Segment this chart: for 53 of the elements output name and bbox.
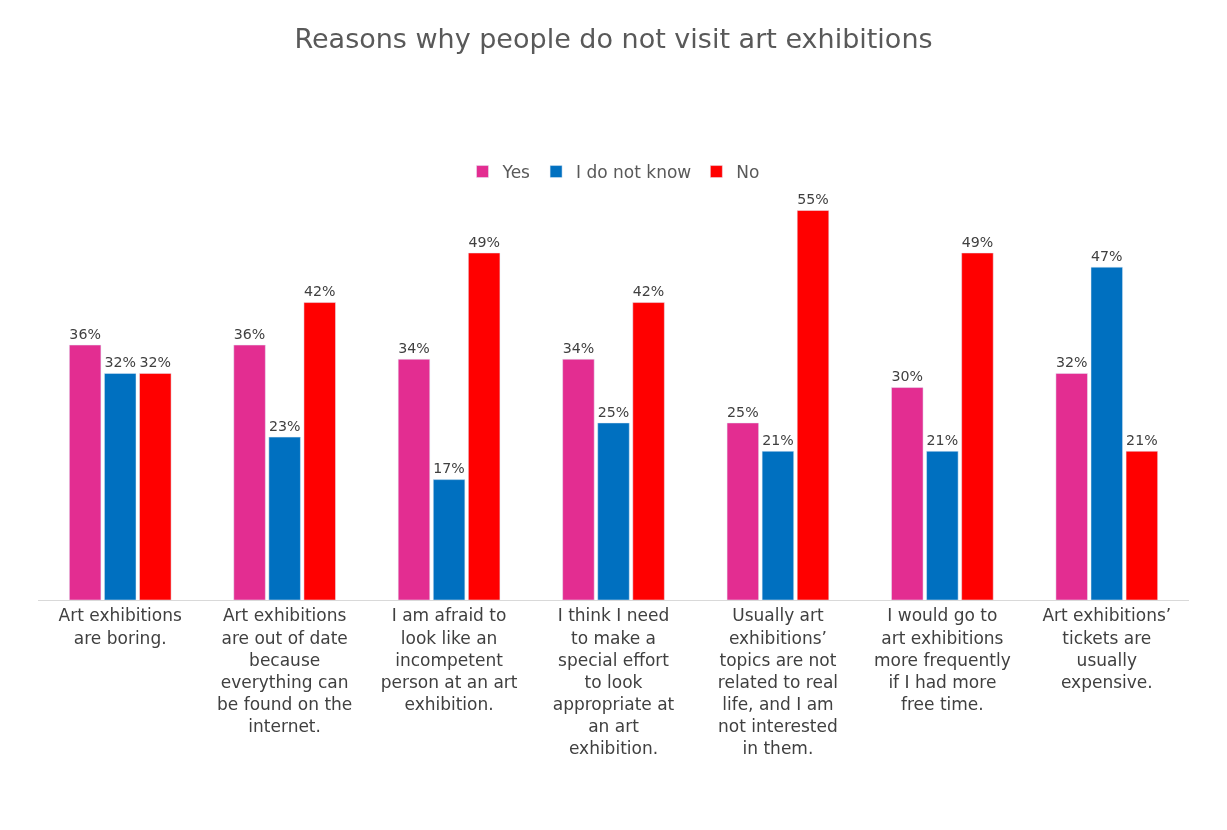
data-label: 23% bbox=[268, 417, 301, 434]
x-tick-label: Art exhibitions are out of date because everything can be found on the internet. bbox=[217, 605, 353, 736]
bar bbox=[139, 373, 172, 600]
bar bbox=[468, 252, 501, 600]
bar bbox=[233, 344, 266, 600]
data-label: 34% bbox=[562, 339, 595, 356]
x-tick-label: I think I need to make a special effort to look appropriate at an art exhibition. bbox=[552, 605, 675, 758]
data-label: 21% bbox=[1126, 431, 1158, 448]
bar bbox=[562, 358, 595, 600]
legend-label: Yes bbox=[501, 162, 531, 183]
legend-label: No bbox=[736, 162, 760, 183]
data-label: 49% bbox=[468, 233, 500, 250]
bar bbox=[761, 451, 794, 600]
x-tick-label: I would go to art exhibitions more frequently if I had more free time. bbox=[873, 605, 1011, 714]
data-label: 42% bbox=[632, 283, 665, 300]
bar bbox=[796, 210, 830, 600]
bar bbox=[1055, 373, 1088, 600]
data-label: 36% bbox=[233, 325, 266, 342]
data-label: 25% bbox=[597, 403, 630, 420]
bar bbox=[597, 422, 630, 600]
x-tick-label: I am afraid to look like an incompetent person at an art exhibition. bbox=[380, 605, 518, 714]
data-label: 21% bbox=[762, 431, 794, 448]
data-label: 55% bbox=[797, 191, 829, 208]
bar bbox=[433, 479, 466, 600]
x-tick-label: Art exhibitions are boring. bbox=[58, 605, 183, 648]
bar bbox=[926, 451, 959, 600]
bar bbox=[891, 387, 924, 600]
data-label: 17% bbox=[433, 460, 465, 477]
data-label: 49% bbox=[961, 233, 994, 250]
data-label: 34% bbox=[398, 339, 430, 356]
bar bbox=[961, 252, 994, 600]
legend-label: I do not know bbox=[576, 162, 692, 183]
x-tick-label: Art exhibitions’ tickets are usually expensive. bbox=[1042, 605, 1172, 692]
bar bbox=[397, 358, 431, 600]
data-label: 32% bbox=[104, 354, 136, 371]
bar bbox=[726, 422, 759, 600]
bar bbox=[104, 373, 137, 600]
data-label: 36% bbox=[69, 325, 101, 342]
data-label: 30% bbox=[891, 368, 924, 385]
bar bbox=[1090, 266, 1123, 600]
data-label: 32% bbox=[139, 354, 172, 371]
data-label: 32% bbox=[1055, 354, 1088, 371]
data-label: 21% bbox=[926, 431, 959, 448]
chart-title: Reasons why people do not visit art exhibitions bbox=[294, 22, 933, 54]
data-label: 47% bbox=[1091, 247, 1123, 264]
bar bbox=[268, 436, 301, 600]
data-label: 42% bbox=[303, 283, 336, 300]
bar bbox=[69, 344, 102, 600]
bar bbox=[303, 302, 336, 600]
bar bbox=[1125, 451, 1158, 600]
data-label: 25% bbox=[727, 403, 759, 420]
bar bbox=[632, 302, 665, 600]
x-tick-label: Usually art exhibitions’ topics are not related to real life, and I am not interested in them. bbox=[717, 605, 839, 758]
